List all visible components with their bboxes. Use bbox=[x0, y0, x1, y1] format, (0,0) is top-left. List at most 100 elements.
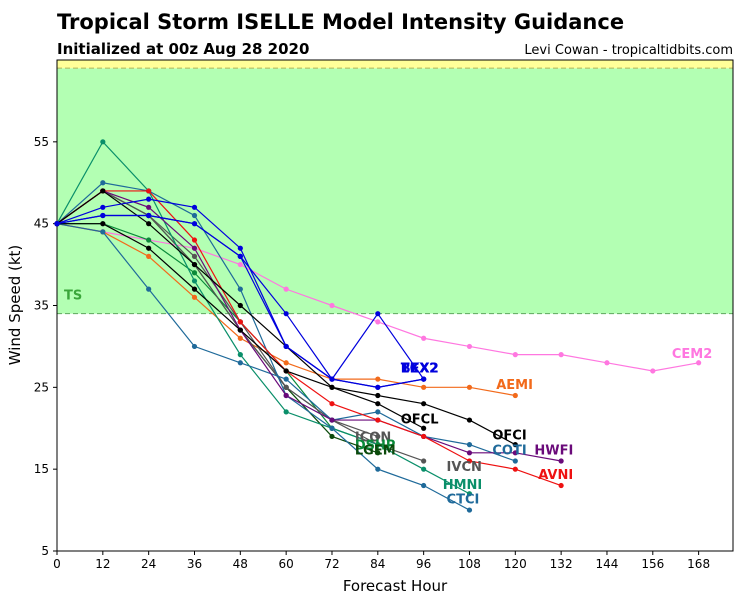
series-label-tcx2: TCX2 bbox=[401, 362, 438, 377]
data-point-avni bbox=[558, 482, 564, 489]
data-point-ctci bbox=[421, 482, 427, 489]
data-point-bex2 bbox=[375, 311, 381, 317]
data-point-ekx2 bbox=[283, 343, 289, 350]
series-label-hwfi: HWFI bbox=[534, 443, 573, 458]
data-point-ofci bbox=[146, 221, 152, 227]
data-point-aemi bbox=[512, 392, 518, 399]
series-line-hmni bbox=[56, 140, 470, 495]
data-point-cem2 bbox=[604, 360, 610, 366]
series-label-bex2: BEX2 bbox=[401, 362, 439, 377]
data-point-ctci bbox=[329, 425, 335, 431]
series-label-coti: COTI bbox=[492, 443, 526, 458]
data-point-ofcl bbox=[375, 401, 381, 407]
data-point-cem2 bbox=[512, 352, 518, 358]
series-line-hwfi bbox=[56, 190, 562, 462]
data-point-cem2 bbox=[650, 368, 656, 374]
band-label-0: TS bbox=[64, 289, 82, 304]
data-point-coti bbox=[283, 376, 289, 382]
band-0 bbox=[57, 68, 733, 314]
data-point-ofci bbox=[466, 417, 473, 423]
data-point-ofci bbox=[512, 442, 518, 448]
data-point-ofcl bbox=[237, 327, 243, 333]
x-tick-label: 84 bbox=[370, 557, 385, 571]
data-point-coti bbox=[512, 458, 518, 464]
data-point-avni bbox=[375, 417, 381, 423]
data-point-aemi bbox=[466, 384, 473, 390]
data-point-ofcl bbox=[283, 368, 289, 374]
x-tick-label: 24 bbox=[141, 557, 156, 571]
data-point-ekx2 bbox=[375, 384, 381, 390]
x-tick-label: 60 bbox=[279, 557, 294, 571]
series-label-ekx2: EKX2 bbox=[401, 362, 439, 377]
y-tick-label: 15 bbox=[34, 462, 49, 476]
series-ctci bbox=[54, 180, 473, 513]
data-point-hmni bbox=[421, 466, 427, 472]
data-point-ekx2 bbox=[191, 221, 198, 227]
data-point-hwfi bbox=[191, 245, 198, 251]
series-label-cem2: CEM2 bbox=[672, 347, 712, 362]
data-point-hwfi bbox=[329, 417, 335, 423]
data-point-hmni bbox=[100, 139, 106, 145]
series-ekx2 bbox=[54, 212, 427, 390]
data-point-dshp bbox=[191, 270, 198, 276]
data-point-aemi bbox=[146, 253, 152, 259]
data-point-hmni bbox=[375, 442, 381, 448]
data-point-hmni bbox=[237, 352, 243, 358]
data-point-avni bbox=[146, 188, 152, 194]
data-point-ofci bbox=[237, 302, 243, 309]
data-point-coti bbox=[146, 286, 152, 292]
x-tick-label: 120 bbox=[504, 557, 527, 571]
data-point-ofcl bbox=[100, 221, 106, 227]
data-point-cem2 bbox=[329, 302, 335, 309]
data-point-hmni bbox=[191, 278, 198, 284]
x-tick-label: 156 bbox=[641, 557, 664, 571]
data-point-hwfi bbox=[558, 458, 564, 464]
data-point-ctci bbox=[100, 180, 106, 186]
data-point-avni bbox=[421, 433, 427, 440]
data-point-cem2 bbox=[696, 360, 702, 366]
intensity-bands: TS bbox=[57, 60, 733, 315]
data-point-hwfi bbox=[512, 450, 518, 456]
x-axis-label: Forecast Hour bbox=[343, 577, 448, 595]
data-point-ctci bbox=[466, 507, 473, 513]
data-point-bex2 bbox=[283, 311, 289, 317]
data-point-coti bbox=[100, 229, 106, 235]
y-tick-label: 5 bbox=[41, 544, 49, 558]
x-tick-label: 96 bbox=[416, 557, 431, 571]
data-point-ofci bbox=[100, 188, 106, 194]
data-point-ekx2 bbox=[421, 376, 427, 382]
x-tick-label: 72 bbox=[324, 557, 339, 571]
data-point-ekx2 bbox=[100, 212, 106, 219]
x-tick-label: 0 bbox=[53, 557, 61, 571]
data-point-aemi bbox=[237, 335, 243, 341]
data-point-ctci bbox=[237, 286, 243, 292]
data-point-avni bbox=[466, 458, 473, 464]
x-tick-label: 144 bbox=[596, 557, 619, 571]
data-point-lgem bbox=[329, 433, 335, 440]
data-point-ofci bbox=[329, 384, 335, 390]
data-point-ofcl bbox=[191, 286, 198, 292]
x-tick-label: 36 bbox=[187, 557, 202, 571]
data-point-coti bbox=[237, 360, 243, 366]
data-point-cem2 bbox=[237, 261, 243, 268]
data-point-ctci bbox=[191, 212, 198, 219]
data-point-icon bbox=[191, 253, 198, 259]
data-point-hmni bbox=[283, 409, 289, 415]
data-point-tcx2 bbox=[100, 204, 106, 210]
data-point-ofci bbox=[191, 261, 198, 268]
data-point-cem2 bbox=[558, 352, 564, 358]
series-label-aemi: AEMI bbox=[496, 378, 533, 393]
x-tick-label: 108 bbox=[458, 557, 481, 571]
data-point-icon bbox=[375, 433, 381, 440]
data-point-hwfi bbox=[283, 392, 289, 399]
data-point-aemi bbox=[283, 360, 289, 366]
data-point-lgem bbox=[375, 450, 381, 456]
data-point-cem2 bbox=[375, 319, 381, 325]
axes: 0 12 24 36 48 60 72 84 96 108 120 132 144 156 168 5 15 25… bbox=[34, 59, 734, 571]
data-point-ekx2 bbox=[54, 221, 60, 227]
x-tick-label: 168 bbox=[687, 557, 710, 571]
series-label-lgem: LGEM bbox=[355, 443, 396, 458]
data-point-ofci bbox=[375, 392, 381, 399]
data-point-cem2 bbox=[421, 335, 427, 341]
